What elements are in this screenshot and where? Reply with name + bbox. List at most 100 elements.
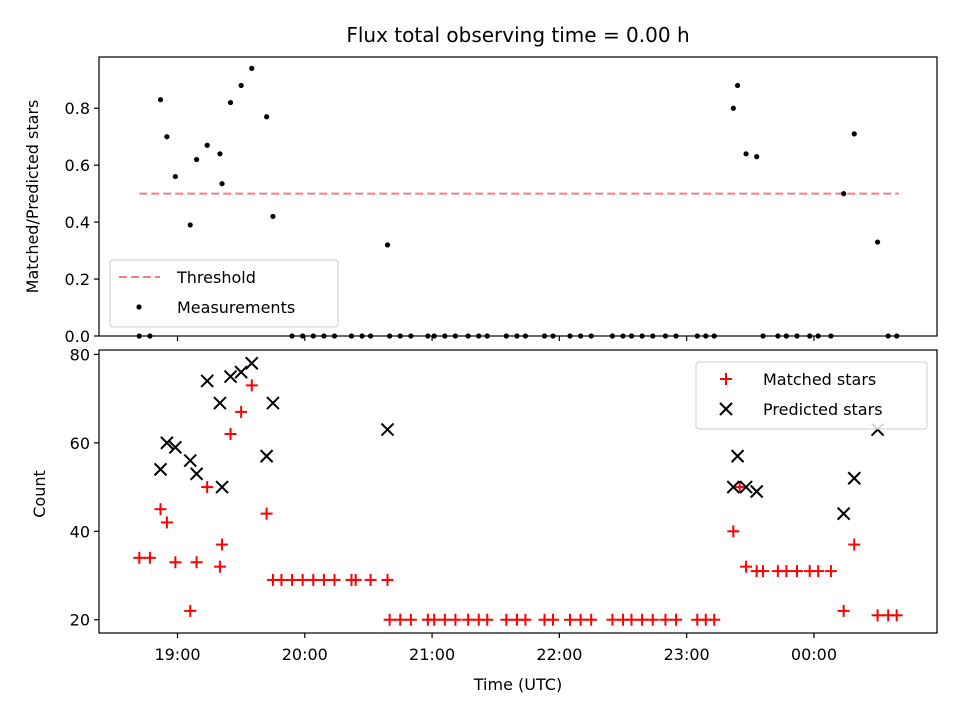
- matched-star-point: [740, 560, 753, 573]
- predicted-star-point: [213, 396, 227, 410]
- matched-star-point: [547, 613, 560, 626]
- measurement-point: [172, 173, 178, 180]
- matched-legend-swatch: [720, 373, 732, 385]
- predicted-star-point: [726, 480, 741, 494]
- predicted-star-point: [168, 440, 183, 454]
- predicted-star-point: [153, 462, 168, 477]
- matched-star-point: [780, 565, 793, 578]
- count-y-tick-label: 80: [70, 345, 90, 364]
- matched-star-point: [190, 556, 203, 569]
- predicted-star-point: [183, 453, 197, 468]
- measurement-point: [249, 65, 255, 71]
- matched-star-point: [184, 604, 197, 617]
- matched-star-point: [848, 538, 861, 551]
- matched-legend-label: Matched stars: [763, 370, 876, 389]
- matched-star-point: [871, 609, 884, 622]
- measurement-point: [841, 191, 847, 197]
- predicted-star-point: [223, 369, 238, 384]
- x-axis-label: Time (UTC): [473, 675, 562, 694]
- matched-star-point: [606, 613, 619, 626]
- predicted-star-point: [259, 449, 274, 463]
- count-x-tick-label: 20:00: [282, 645, 328, 664]
- matched-star-point: [519, 613, 532, 626]
- matched-star-point: [383, 613, 396, 626]
- matched-star-point: [563, 613, 576, 626]
- measurement-point: [384, 242, 391, 248]
- measurement-point: [217, 151, 223, 157]
- predicted-legend-swatch: [719, 402, 733, 416]
- matched-star-point: [625, 613, 638, 626]
- count-axes-frame: [98, 349, 938, 634]
- matched-star-point: [812, 565, 825, 578]
- predicted-star-point: [266, 396, 280, 410]
- matched-star-point: [307, 573, 320, 586]
- predicted-star-point: [380, 422, 395, 437]
- predicted-star-point: [215, 480, 229, 494]
- matched-star-point: [224, 428, 237, 441]
- matched-star-point: [670, 613, 683, 626]
- ratio-y-tick-label: 0.6: [65, 156, 90, 175]
- predicted-star-point: [200, 374, 214, 388]
- matched-star-point: [260, 507, 273, 520]
- matched-star-point: [708, 613, 721, 626]
- ratio-y-tick-label: 0.0: [65, 327, 90, 346]
- measurement-point: [219, 181, 225, 187]
- matched-star-point: [328, 573, 341, 586]
- matched-star-point: [364, 573, 377, 586]
- measurement-point: [734, 82, 741, 89]
- predicted-star-point: [234, 365, 248, 379]
- ratio-x-axis: [176, 336, 815, 341]
- measurement-point: [851, 131, 857, 137]
- matched-star-point: [824, 565, 837, 578]
- ratio-plot-area: [136, 65, 900, 339]
- matched-star-point: [659, 613, 672, 626]
- measurement-point: [238, 82, 244, 89]
- ratio-legend-box: [109, 259, 339, 328]
- measurements-legend-swatch: [136, 304, 142, 310]
- measurement-point: [204, 142, 210, 148]
- count-x-tick-label: 23:00: [664, 645, 710, 664]
- measurement-point: [193, 156, 200, 163]
- predicted-star-point: [160, 436, 174, 450]
- count-legend: Matched stars Predicted stars: [695, 361, 928, 430]
- measurement-point: [187, 222, 193, 228]
- measurement-point: [164, 134, 170, 140]
- matched-star-point: [201, 481, 214, 494]
- ratio-y-tick-label: 0.4: [65, 213, 90, 232]
- matched-star-point: [727, 525, 740, 538]
- count-y-tick-label: 20: [70, 611, 90, 630]
- predicted-star-point: [847, 471, 861, 485]
- count-plot-area: [133, 356, 903, 626]
- chart-title: Flux total observing time = 0.00 h: [346, 23, 689, 47]
- matched-star-point: [481, 613, 494, 626]
- matched-star-point: [245, 379, 258, 392]
- predicted-legend-label: Predicted stars: [763, 400, 883, 419]
- count-y-tick-label: 40: [70, 522, 90, 541]
- predicted-star-point: [189, 467, 204, 481]
- matched-star-point: [636, 613, 649, 626]
- ratio-y-axis-label: Matched/Predicted stars: [23, 100, 42, 294]
- count-x-tick-label: 21:00: [409, 645, 455, 664]
- measurement-point: [270, 213, 276, 220]
- predicted-star-point: [739, 480, 753, 494]
- matched-star-point: [154, 503, 167, 516]
- measurement-point: [227, 99, 234, 106]
- matched-star-point: [646, 613, 659, 626]
- matched-star-point: [381, 573, 394, 586]
- measurement-point: [754, 154, 760, 160]
- matched-star-point: [216, 538, 229, 551]
- matched-star-point: [169, 556, 182, 569]
- matched-star-point: [394, 613, 407, 626]
- ratio-y-axis: 0.0 0.2 0.4 0.6 0.8: [65, 99, 99, 346]
- ratio-panel: 0.00.20.40.60.8 Matched/Predicted stars …: [23, 56, 938, 346]
- matched-star-point: [585, 613, 598, 626]
- predicted-star-point: [749, 484, 764, 499]
- ratio-y-tick-label: 0.8: [65, 99, 90, 118]
- matched-star-point: [404, 613, 417, 626]
- matched-star-point: [275, 573, 288, 586]
- matched-star-point: [757, 565, 770, 578]
- matched-star-point: [890, 609, 903, 622]
- measurements-legend-label: Measurements: [177, 298, 295, 317]
- count-y-axis: 20 40 60 80: [70, 345, 99, 630]
